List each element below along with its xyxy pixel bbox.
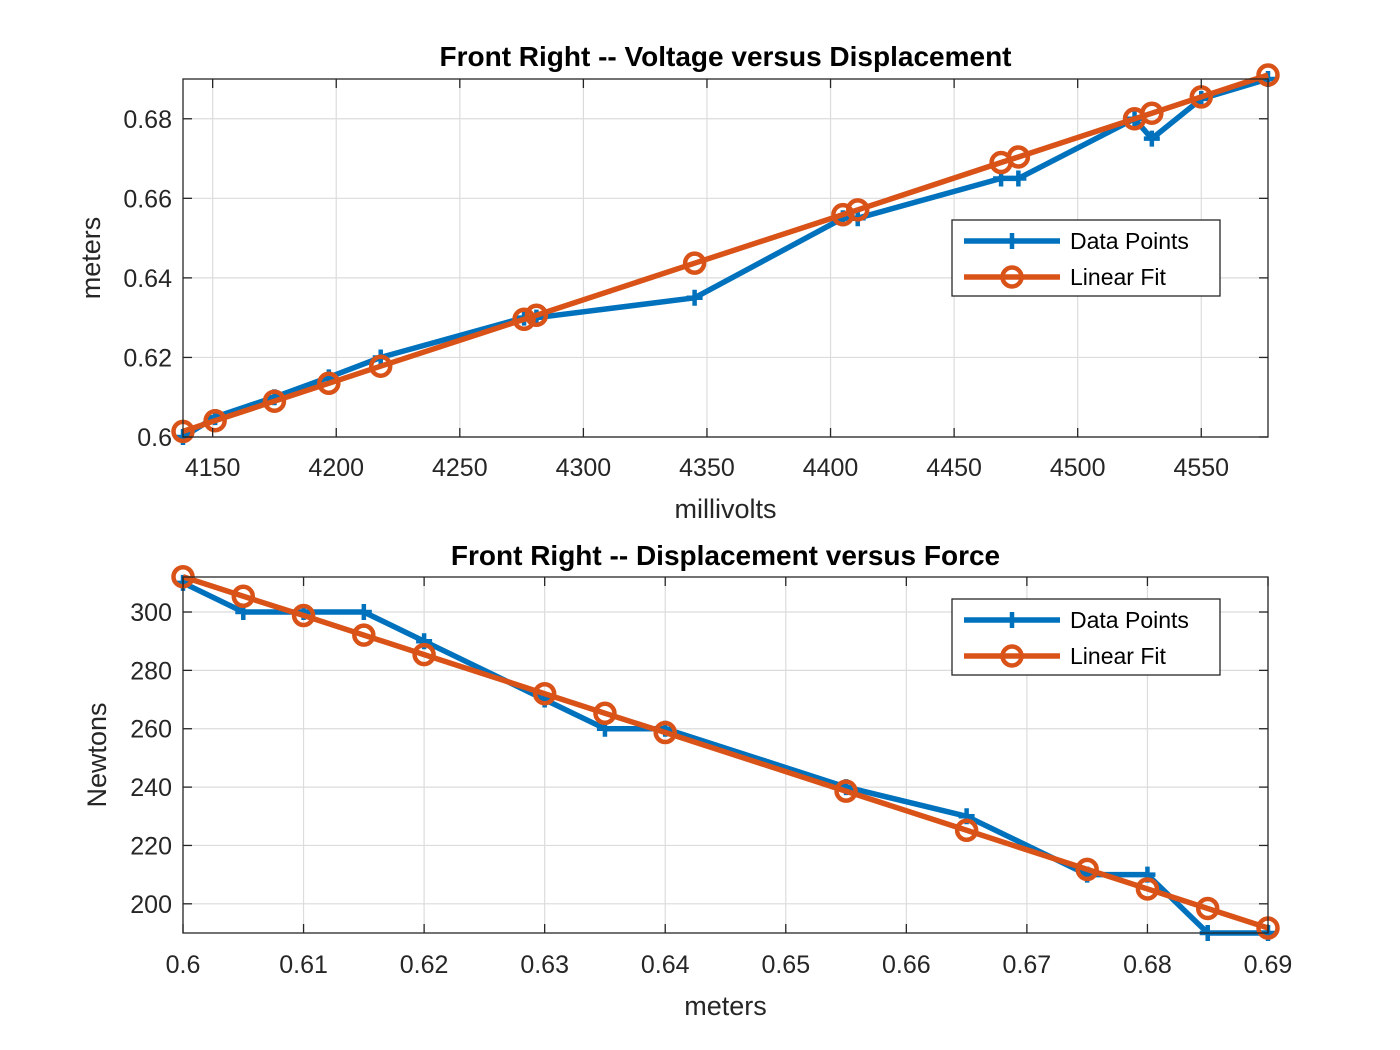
data-point-marker bbox=[686, 289, 703, 306]
fit-point-marker bbox=[524, 303, 549, 328]
fit-point-marker bbox=[653, 720, 677, 745]
x-axis-label: millivolts bbox=[674, 494, 776, 524]
x-tick-label: 4350 bbox=[679, 454, 735, 482]
x-tick-label: 0.63 bbox=[520, 951, 569, 979]
series-line bbox=[181, 76, 1269, 440]
fit-point-marker bbox=[291, 603, 316, 628]
fit-point-marker bbox=[352, 623, 376, 647]
fit-point-marker bbox=[682, 251, 707, 275]
legend: Data Points Linear Fit bbox=[951, 598, 1221, 676]
x-tick-label: 0.62 bbox=[400, 951, 449, 979]
fit-point-marker bbox=[412, 642, 436, 667]
legend-label: Linear Fit bbox=[1070, 643, 1166, 669]
x-tick-label: 0.67 bbox=[1003, 951, 1052, 979]
fit-point-marker bbox=[532, 681, 557, 706]
legend-entry: Data Points bbox=[964, 228, 1189, 254]
legend-entry: Linear Fit bbox=[964, 264, 1166, 290]
axes-frame bbox=[182, 78, 1269, 438]
y-tick-label: 240 bbox=[130, 774, 172, 802]
x-tick-label: 4400 bbox=[803, 454, 859, 482]
x-tick-label: 0.64 bbox=[641, 951, 690, 979]
data-point-marker bbox=[355, 604, 372, 621]
y-tick-label: 220 bbox=[130, 832, 172, 860]
ticks: 0.6 0.61 0.62 0.63 0.64 0.65 0.66 0.67 0.68 0.69 2… bbox=[130, 577, 1292, 979]
y-tick-label: 200 bbox=[130, 891, 172, 919]
y-tick-label: 0.6 bbox=[137, 424, 172, 452]
fit-point-marker bbox=[1135, 877, 1160, 901]
fit-point-marker bbox=[368, 354, 393, 378]
x-tick-label: 0.6 bbox=[166, 951, 201, 979]
legend-label: Data Points bbox=[1070, 228, 1189, 254]
fit-point-marker bbox=[512, 307, 536, 332]
legend-plus-icon bbox=[1004, 612, 1020, 628]
legend-label: Linear Fit bbox=[1070, 264, 1166, 290]
chart-title: Front Right -- Voltage versus Displaceme… bbox=[439, 41, 1011, 72]
x-tick-label: 4300 bbox=[556, 454, 612, 482]
fit-point-marker bbox=[954, 818, 979, 843]
fit-point-marker bbox=[834, 779, 858, 803]
y-axis-label: meters bbox=[76, 217, 106, 300]
data-point-marker bbox=[1143, 130, 1160, 147]
x-tick-label: 0.69 bbox=[1244, 951, 1293, 979]
legend-label: Data Points bbox=[1070, 607, 1189, 633]
fit-point-marker bbox=[593, 701, 617, 726]
legend-box bbox=[951, 219, 1221, 297]
fit-point-marker bbox=[831, 202, 855, 227]
fit-point-marker bbox=[845, 198, 870, 222]
x-tick-label: 4500 bbox=[1050, 454, 1106, 482]
y-tick-label: 280 bbox=[130, 657, 172, 685]
chart-displacement-vs-force: 0.6 0.61 0.62 0.63 0.64 0.65 0.66 0.67 0.68 0.69 2… bbox=[82, 540, 1292, 1021]
fit-point-marker bbox=[231, 584, 256, 609]
chart-title: Front Right -- Displacement versus Force bbox=[451, 540, 1000, 571]
x-tick-label: 0.65 bbox=[761, 951, 810, 979]
x-tick-label: 4150 bbox=[185, 454, 241, 482]
fit-point-marker bbox=[1195, 896, 1220, 921]
x-tick-label: 0.61 bbox=[279, 951, 328, 979]
y-tick-label: 0.68 bbox=[123, 106, 172, 134]
x-tick-label: 4450 bbox=[926, 454, 982, 482]
legend-plus-icon bbox=[1004, 233, 1020, 249]
y-tick-label: 0.66 bbox=[123, 185, 172, 213]
fit-point-marker bbox=[1140, 101, 1164, 125]
fit-point-marker bbox=[1075, 857, 1099, 882]
x-tick-label: 4550 bbox=[1173, 454, 1229, 482]
fit-point-marker bbox=[203, 408, 227, 433]
x-tick-label: 4200 bbox=[308, 454, 364, 482]
legend-circle-icon bbox=[1000, 644, 1024, 668]
series-linear-fit bbox=[171, 564, 1280, 940]
legend-circle-icon bbox=[1000, 265, 1024, 289]
fit-point-marker bbox=[262, 389, 287, 413]
y-tick-label: 260 bbox=[130, 716, 172, 744]
chart-voltage-vs-displacement: 4150 4200 4250 4300 4350 4400 4450 4500 4550 0.6 0… bbox=[76, 41, 1280, 524]
fit-point-marker bbox=[1006, 145, 1031, 169]
y-tick-label: 0.62 bbox=[123, 344, 172, 372]
fit-point-marker bbox=[317, 371, 341, 396]
x-axis-label: meters bbox=[684, 991, 767, 1021]
series-linear-fit bbox=[171, 63, 1280, 444]
y-tick-label: 0.64 bbox=[123, 265, 172, 293]
x-tick-label: 4250 bbox=[432, 454, 488, 482]
y-axis-label: Newtons bbox=[82, 702, 112, 807]
axes-frame bbox=[182, 576, 1269, 934]
x-tick-label: 0.68 bbox=[1123, 951, 1172, 979]
legend-entry: Data Points bbox=[964, 607, 1189, 633]
x-tick-label: 0.66 bbox=[882, 951, 931, 979]
legend-box bbox=[951, 598, 1221, 676]
y-tick-label: 300 bbox=[130, 599, 172, 627]
ticks: 4150 4200 4250 4300 4350 4400 4450 4500 4550 0.6 0… bbox=[123, 79, 1268, 482]
legend-entry: Linear Fit bbox=[964, 643, 1166, 669]
legend: Data Points Linear Fit bbox=[951, 219, 1221, 297]
data-point-marker bbox=[1010, 170, 1027, 187]
